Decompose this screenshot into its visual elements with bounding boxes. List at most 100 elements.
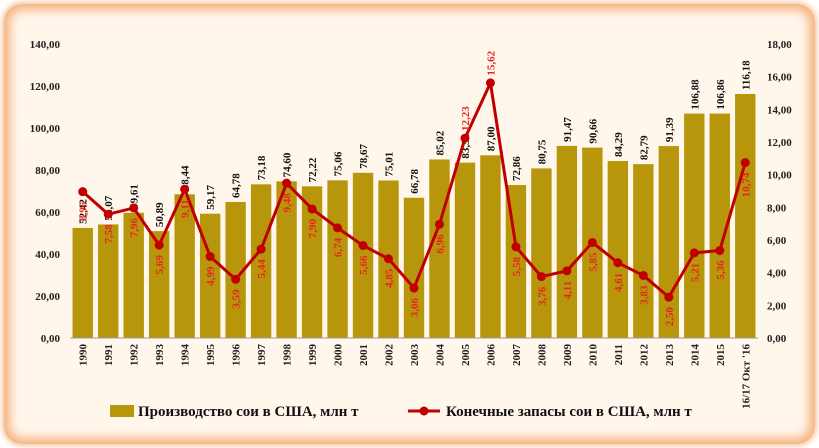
stocks-point (638, 270, 648, 280)
left-tick-label: 60,00 (35, 207, 60, 219)
stocks-point (587, 237, 597, 247)
stocks-point (664, 292, 674, 302)
x-tick-label: 2010 (587, 344, 599, 367)
stocks-value-label: 12,23 (460, 106, 472, 131)
right-tick-label: 14,00 (767, 104, 792, 116)
stocks-value-label: 5,21 (689, 263, 701, 282)
bar (709, 113, 730, 339)
left-tick-label: 140,00 (30, 39, 61, 51)
bar-value-label: 73,18 (256, 155, 268, 180)
x-tick-label: 1991 (103, 344, 115, 366)
x-tick-label: 1997 (256, 344, 268, 367)
bar-value-label: 75,01 (384, 152, 396, 177)
bar-value-label: 87,00 (485, 126, 497, 151)
bar-value-label: 91,39 (664, 117, 676, 142)
bar-value-label: 72,86 (511, 156, 523, 181)
bar-value-label: 91,47 (562, 117, 574, 142)
stocks-value-label: 4,61 (613, 273, 625, 292)
bar-value-label: 116,18 (740, 60, 752, 90)
x-tick-label: 2006 (485, 344, 497, 367)
bar (480, 155, 501, 338)
x-tick-label: 2008 (536, 344, 548, 367)
stocks-point (613, 258, 623, 268)
stocks-point (129, 203, 139, 213)
bar-value-label: 50,89 (154, 202, 166, 227)
stocks-value-label: 3,83 (638, 285, 650, 305)
stocks-point (715, 245, 725, 255)
x-tick-label: 2002 (384, 344, 396, 367)
stocks-value-label: 4,85 (384, 268, 396, 288)
bar (633, 164, 654, 338)
stocks-value-label: 5,36 (715, 260, 727, 280)
stocks-value-label: 2,50 (664, 307, 676, 327)
left-tick-label: 120,00 (30, 81, 61, 93)
stocks-value-label: 4,11 (562, 281, 574, 300)
right-tick-label: 0,00 (767, 333, 787, 345)
bar (454, 162, 476, 338)
stocks-point (536, 272, 546, 282)
stocks-value-label: 6,74 (333, 237, 345, 257)
stocks-point (78, 187, 88, 197)
stocks-value-label: 7,90 (307, 218, 319, 238)
stocks-value-label: 5,44 (256, 259, 268, 279)
x-tick-label: 1995 (205, 344, 217, 367)
right-tick-label: 6,00 (767, 235, 787, 247)
bar-value-label: 106,86 (715, 79, 727, 110)
bar-value-label: 66,78 (409, 169, 421, 194)
x-tick-label: 2007 (511, 344, 523, 367)
bar (72, 227, 93, 338)
right-tick-label: 18,00 (767, 39, 792, 51)
bar (174, 194, 195, 338)
bar-value-label: 68,44 (180, 165, 192, 190)
stocks-point (434, 219, 444, 229)
bar-value-label: 75,06 (333, 151, 345, 176)
bar-value-label: 74,60 (282, 152, 294, 177)
bar (98, 224, 119, 338)
stocks-value-label: 3,76 (536, 286, 548, 306)
x-tick-label: 2012 (638, 344, 650, 367)
bar-value-label: 52,42 (78, 199, 90, 224)
stocks-point (740, 158, 750, 168)
stocks-value-label: 10,74 (740, 172, 752, 197)
left-y-axis: 0,00 20,00 40,00 60,00 80,00 100,00 120,00 140,… (30, 39, 61, 345)
stocks-value-label: 6,96 (434, 234, 446, 254)
stocks-value-label: 7,58 (103, 224, 115, 244)
x-tick-label: 16/17 Окт '16 (740, 344, 752, 409)
stocks-value-label: 9,11 (180, 199, 192, 218)
x-tick-label: 2014 (689, 344, 701, 367)
bar (607, 160, 629, 338)
x-tick-label: 1998 (282, 344, 294, 367)
right-tick-label: 10,00 (767, 170, 792, 182)
x-tick-label: 1992 (129, 344, 141, 367)
x-tick-label: 2001 (358, 344, 370, 366)
x-tick-label: 2000 (333, 344, 345, 367)
right-tick-label: 12,00 (767, 137, 792, 149)
x-tick-label: 1999 (307, 344, 319, 367)
legend-bar-swatch (110, 405, 134, 417)
bar (301, 186, 323, 338)
x-tick-label: 2013 (664, 344, 676, 367)
x-axis-labels: 1990 1991 1992 1993 1994 1995 1996 1997 1998 1999… (70, 337, 758, 409)
stocks-point (231, 274, 241, 284)
stocks-point (154, 240, 164, 250)
x-tick-label: 1996 (231, 344, 243, 367)
stocks-point (562, 266, 572, 276)
stocks-point (256, 244, 266, 254)
stocks-value-label: 9,48 (282, 193, 294, 213)
x-tick-label: 1993 (154, 344, 166, 367)
x-tick-label: 2011 (613, 344, 625, 365)
stocks-value-label: 15,62 (485, 50, 497, 75)
bar (327, 180, 348, 338)
left-tick-label: 80,00 (35, 165, 60, 177)
bar-value-label: 72,22 (307, 157, 319, 182)
x-tick-label: 2005 (460, 344, 472, 367)
stocks-point (485, 78, 495, 88)
stocks-value-label: 3,59 (231, 289, 243, 309)
stocks-value-label: 5,85 (587, 252, 599, 272)
stocks-point (205, 251, 215, 261)
right-tick-label: 16,00 (767, 72, 792, 84)
bar (123, 212, 144, 338)
stocks-point (103, 209, 113, 219)
